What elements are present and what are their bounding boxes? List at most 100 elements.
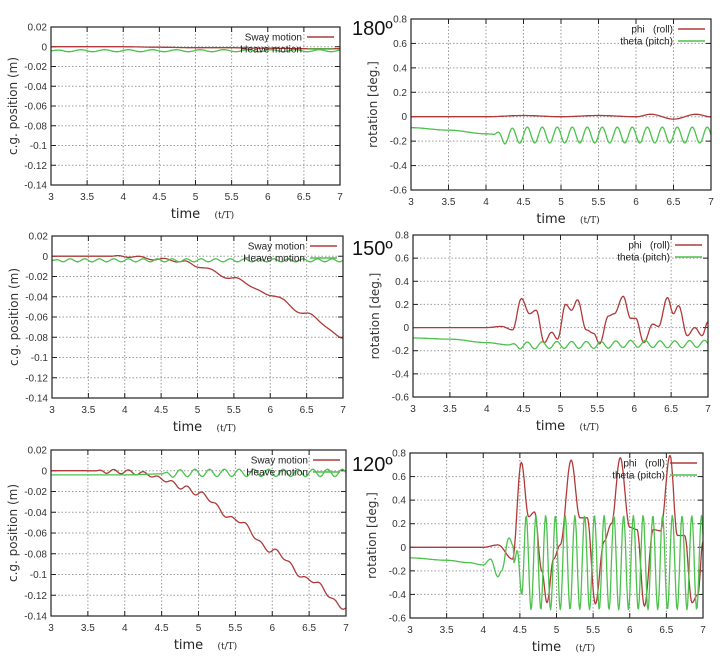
y-tick-label: -0.6 xyxy=(392,393,410,404)
x-tick-label: 4 xyxy=(484,404,490,415)
chart-sway-heave-150: 3 3.5 4 4.5 5 5.5 6 6.5 7 0.02 0 -0.02 -0.04 -0.06 -0.… xyxy=(0,210,362,440)
y-tick-label: -0.6 xyxy=(389,614,407,625)
y-tick-label: -0.04 xyxy=(24,82,47,93)
chart-rotation-120: 3 3.5 4 4.5 5 5.5 6 6.5 7 0.8 0.6 0.4 0.2 0 -0.2 -0.4 -0… xyxy=(352,440,724,662)
series-line-sway xyxy=(51,468,347,610)
y-tick-label: 0.6 xyxy=(393,39,407,50)
x-tick-label: 7 xyxy=(337,192,343,203)
x-tick-label: 4 xyxy=(122,405,128,416)
x-tick-label: 5 xyxy=(558,404,564,415)
y-tick-label: 0 xyxy=(403,323,409,334)
x-tick-label: 6.5 xyxy=(667,197,681,208)
heading-angle: 180º xyxy=(352,18,393,40)
series-line-sway xyxy=(51,46,340,50)
x-tick-label: 4 xyxy=(480,625,486,636)
legend-label: Sway motion xyxy=(248,242,305,253)
x-tick-label: 6 xyxy=(633,197,639,208)
y-axis-label: c.g. position (m) xyxy=(7,268,21,366)
x-tick-label: 4.5 xyxy=(513,625,527,636)
x-axis-label: time xyxy=(536,212,565,227)
series-line-theta xyxy=(411,126,712,145)
y-tick-label: -0.14 xyxy=(24,612,47,623)
x-tick-label: 3 xyxy=(48,623,54,634)
series-line-theta xyxy=(410,514,704,611)
y-tick-label: 0 xyxy=(41,466,47,477)
x-tick-label: 4 xyxy=(122,623,128,634)
y-axis-label: c.g. position (m) xyxy=(6,57,20,155)
y-tick-label: 0.6 xyxy=(395,254,409,265)
y-tick-label: -0.4 xyxy=(389,590,407,601)
y-tick-label: 0.8 xyxy=(395,231,409,242)
x-tick-label: 5.5 xyxy=(227,405,241,416)
chart-svg: 3 3.5 4 4.5 5 5.5 6 6.5 7 0.02 0 -0.02 -0.04 -0.06 -0.… xyxy=(6,446,349,654)
x-tick-label: 4.5 xyxy=(517,404,531,415)
y-tick-label: 0.2 xyxy=(395,300,409,311)
legend-label: Heave motion xyxy=(240,45,302,56)
chart-svg: 3 3.5 4 4.5 5 5.5 6 6.5 7 0.8 0.6 0.4 0.2 0 -0.2 -0.4 -0… xyxy=(365,449,706,656)
y-tick-label: -0.4 xyxy=(392,369,410,380)
x-tick-label: 3 xyxy=(410,404,416,415)
x-tick-label: 5.5 xyxy=(225,192,239,203)
y-axis-label: rotation [deg.] xyxy=(368,273,382,360)
y-tick-label: -0.14 xyxy=(25,394,48,405)
y-tick-label: -0.04 xyxy=(24,508,47,519)
legend-label: phi (roll) xyxy=(631,25,673,36)
x-tick-label: 4 xyxy=(483,197,489,208)
y-tick-label: -0.06 xyxy=(24,102,47,113)
y-tick-label: 0.8 xyxy=(393,15,407,26)
chart-svg: 3 3.5 4 4.5 5 5.5 6 6.5 7 0.02 0 -0.02 -0.04 -0.06 -0.… xyxy=(6,23,343,223)
y-tick-label: 0.02 xyxy=(29,232,49,243)
plot-frame xyxy=(410,18,712,191)
series-line-heave xyxy=(52,258,344,263)
chart-svg: 3 3.5 4 4.5 5 5.5 6 6.5 7 0.8 0.6 0.4 0.2 0 -0.2 -0.4 -0… xyxy=(368,231,711,435)
x-tick-label: 5.5 xyxy=(586,625,600,636)
y-axis-label: c.g. position (m) xyxy=(6,484,20,582)
y-tick-label: 0 xyxy=(41,42,47,53)
x-tick-label: 6.5 xyxy=(302,623,316,634)
y-tick-label: -0.2 xyxy=(389,566,407,577)
x-axis-unit: (t/T) xyxy=(576,643,596,654)
chart-sway-heave-120: 3 3.5 4 4.5 5 5.5 6 6.5 7 0.02 0 -0.02 -0.04 -0.06 -0.… xyxy=(0,440,362,662)
y-tick-label: -0.08 xyxy=(25,333,48,344)
y-tick-label: -0.12 xyxy=(24,591,47,602)
x-tick-label: 6.5 xyxy=(664,404,678,415)
y-tick-label: -0.1 xyxy=(30,141,48,152)
y-tick-label: -0.06 xyxy=(25,313,48,324)
y-tick-label: -0.08 xyxy=(24,121,47,132)
legend-label: Heave motion xyxy=(246,468,308,479)
y-tick-label: 0.2 xyxy=(392,519,406,530)
x-tick-label: 3.5 xyxy=(443,404,457,415)
x-tick-label: 4.5 xyxy=(155,623,169,634)
x-tick-label: 5.5 xyxy=(592,197,606,208)
x-tick-label: 3.5 xyxy=(80,192,94,203)
plot-frame xyxy=(409,452,704,619)
x-axis-label: time xyxy=(171,207,200,222)
chart-sway-heave-180: 3 3.5 4 4.5 5 5.5 6 6.5 7 0.02 0 -0.02 -0.04 -0.06 -0.… xyxy=(0,0,362,223)
y-tick-label: -0.06 xyxy=(24,529,47,540)
x-tick-label: 6.5 xyxy=(659,625,673,636)
x-tick-label: 4.5 xyxy=(152,192,166,203)
x-tick-label: 5 xyxy=(554,625,560,636)
y-tick-label: 0.4 xyxy=(393,63,407,74)
series-line-phi xyxy=(411,113,711,120)
x-axis-unit: (t/T) xyxy=(215,210,235,221)
x-tick-label: 3.5 xyxy=(442,197,456,208)
x-tick-label: 4.5 xyxy=(517,197,531,208)
x-tick-label: 3 xyxy=(408,197,414,208)
x-axis-label: time xyxy=(536,419,565,434)
y-tick-label: 0.4 xyxy=(392,496,406,507)
y-tick-label: 0.02 xyxy=(28,23,48,34)
y-tick-label: 0.6 xyxy=(392,472,406,483)
series-line-sway xyxy=(52,254,344,339)
x-tick-label: 4 xyxy=(120,192,126,203)
x-tick-label: 4.5 xyxy=(154,405,168,416)
x-axis-unit: (t/T) xyxy=(218,641,238,652)
y-tick-label: -0.1 xyxy=(30,570,48,581)
legend-label: theta (pitch) xyxy=(612,471,665,482)
x-tick-label: 3 xyxy=(407,625,413,636)
y-tick-label: -0.02 xyxy=(24,62,47,73)
x-tick-label: 3 xyxy=(49,405,55,416)
y-tick-label: -0.14 xyxy=(24,181,47,192)
x-tick-label: 5 xyxy=(196,623,202,634)
y-tick-label: 0.4 xyxy=(395,277,409,288)
